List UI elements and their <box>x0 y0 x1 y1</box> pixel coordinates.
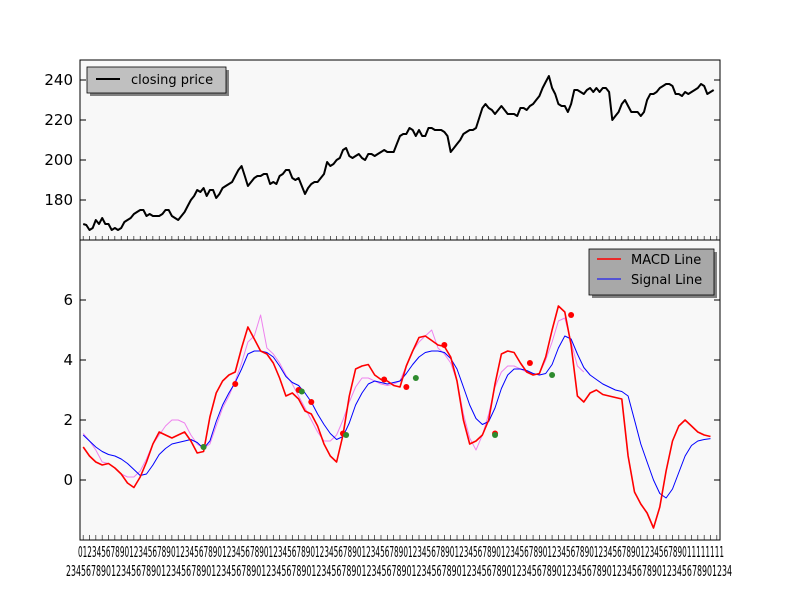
signal-line-line <box>82 335 711 499</box>
macd-series <box>82 305 711 529</box>
macd-panel: 0 2 4 6 MACD Line Signal Line <box>63 239 721 541</box>
x-tick-labels-row2: 2345678901234567890123456789012345678901… <box>66 562 732 580</box>
macd-legend-label: MACD Line <box>631 253 701 268</box>
macd-legend: MACD Line Signal Line <box>588 248 717 298</box>
price-legend-label: closing price <box>131 73 213 88</box>
signal-legend-label: Signal Line <box>631 273 702 288</box>
y-tick-label: 2 <box>63 411 73 429</box>
sell-signal-marker <box>232 381 239 387</box>
sell-signal-marker <box>308 399 315 405</box>
price-y-ticks: 180 200 220 240 <box>44 71 720 209</box>
sell-signal-marker <box>441 342 448 348</box>
x-tick-labels-row1: 0123456789012345678901234567890123456789… <box>78 543 724 561</box>
x-axis-ticks <box>82 236 718 540</box>
buy-signal-marker <box>412 375 419 381</box>
price-legend: closing price <box>86 66 229 96</box>
y-tick-label: 0 <box>63 471 73 489</box>
macd-markers <box>200 312 575 450</box>
y-tick-label: 200 <box>44 151 73 169</box>
sell-signal-marker <box>403 384 410 390</box>
closing-price-line <box>82 75 715 231</box>
macd-legend-box <box>588 248 715 296</box>
y-tick-label: 220 <box>44 111 73 129</box>
sell-signal-marker <box>526 360 533 366</box>
buy-signal-marker <box>200 444 207 450</box>
macd-y-ticks: 0 2 4 6 <box>63 291 720 489</box>
macd-line-line <box>82 305 711 529</box>
price-panel: 180 200 220 240 closing price <box>44 59 721 241</box>
y-tick-label: 4 <box>63 351 73 369</box>
y-tick-label: 240 <box>44 71 73 89</box>
smoothed-line <box>82 314 585 478</box>
buy-signal-marker <box>298 388 305 395</box>
y-tick-label: 6 <box>63 291 73 309</box>
buy-signal-marker <box>549 372 556 378</box>
sell-signal-marker <box>568 312 575 318</box>
sell-signal-marker <box>381 376 388 383</box>
buy-signal-marker <box>492 432 499 438</box>
buy-signal-marker <box>343 432 350 438</box>
price-series <box>82 75 715 231</box>
y-tick-label: 180 <box>44 191 73 209</box>
